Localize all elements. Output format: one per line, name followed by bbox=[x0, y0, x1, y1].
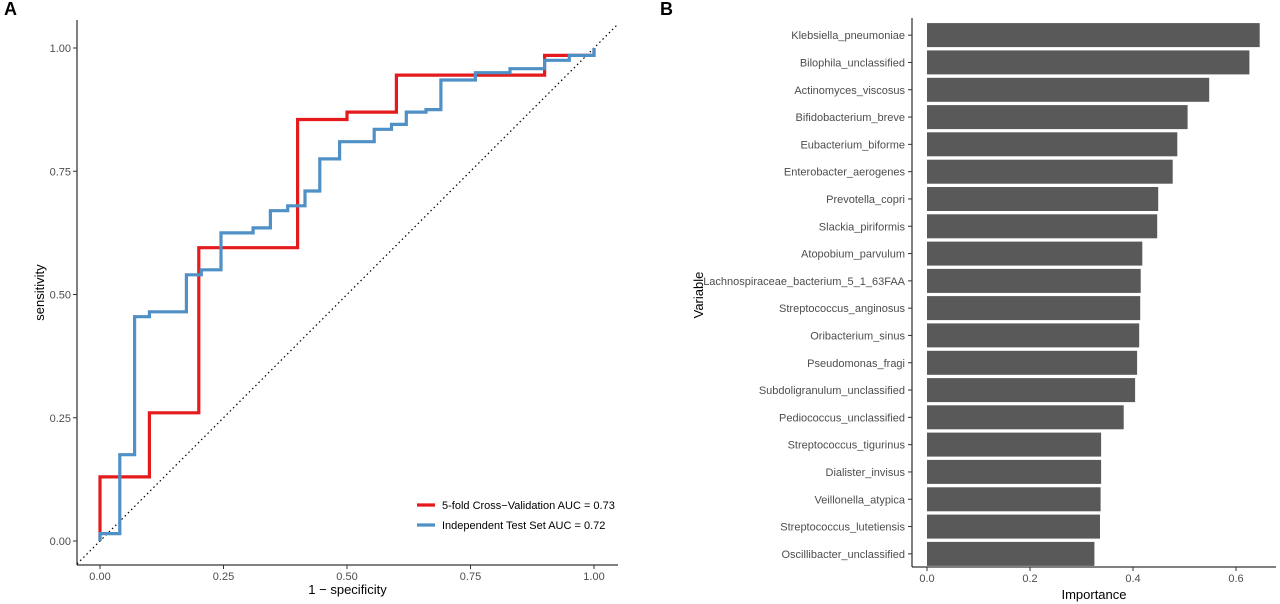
importance-bars bbox=[927, 23, 1260, 566]
importance-bar bbox=[927, 159, 1173, 184]
roc-y-tick-label: 0.00 bbox=[50, 536, 71, 548]
roc-x-tick-label: 1.00 bbox=[583, 571, 604, 583]
legend-label-1: 5-fold Cross−Validation AUC = 0.73 bbox=[442, 500, 615, 512]
importance-variable-label: Streptococcus_lutetiensis bbox=[780, 522, 905, 534]
roc-series-line-2 bbox=[98, 48, 596, 541]
importance-variable-label: Bifidobacterium_breve bbox=[796, 112, 905, 124]
importance-variable-label: Lachnospiraceae_bacterium_5_1_63FAA bbox=[703, 276, 905, 288]
roc-x-tick-label: 0.75 bbox=[460, 571, 481, 583]
importance-variable-label: Dialister_invisus bbox=[826, 467, 906, 479]
panel-label-a: A bbox=[4, 0, 17, 19]
importance-variable-label: Streptococcus_tigurinus bbox=[788, 440, 906, 452]
importance-x-tick-label: 0.2 bbox=[1022, 573, 1037, 585]
roc-ticks: 0.00 0.25 0.50 0.75 1.00 0.00 0.25 0.50 0.75 1.00 bbox=[50, 43, 605, 583]
importance-bar bbox=[927, 105, 1188, 130]
roc-y-tick-label: 0.75 bbox=[50, 166, 71, 178]
importance-bar bbox=[927, 459, 1102, 484]
importance-bar bbox=[927, 187, 1159, 211]
importance-variable-label: Pediococcus_unclassified bbox=[779, 412, 905, 424]
importance-variable-label: Enterobacter_aerogenes bbox=[784, 167, 906, 179]
roc-axes bbox=[76, 20, 618, 566]
importance-variable-label: Atopobium_parvulum bbox=[801, 249, 905, 261]
roc-chart: 0.00 0.25 0.50 0.75 1.00 0.00 0.25 0.50 0.75 1.00… bbox=[32, 20, 619, 597]
roc-series bbox=[98, 48, 596, 541]
importance-bar bbox=[927, 432, 1102, 457]
importance-variable-label: Klebsiella_pneumoniae bbox=[791, 30, 905, 42]
importance-bar bbox=[927, 214, 1158, 239]
importance-bar bbox=[927, 241, 1143, 266]
panel-label-b: B bbox=[660, 0, 673, 19]
importance-bar bbox=[927, 296, 1141, 321]
importance-bar bbox=[927, 323, 1140, 348]
roc-x-tick-label: 0.25 bbox=[213, 571, 234, 583]
importance-bar bbox=[927, 50, 1250, 75]
roc-y-tick-label: 1.00 bbox=[50, 43, 71, 55]
importance-bar bbox=[927, 405, 1124, 430]
importance-variable-label: Oribacterium_sinus bbox=[810, 330, 905, 342]
importance-x-tick-label: 0.6 bbox=[1228, 573, 1243, 585]
importance-variable-label: Veillonella_atypica bbox=[814, 494, 905, 506]
importance-bar bbox=[927, 378, 1136, 403]
roc-legend: 5-fold Cross−Validation AUC = 0.73 Indepe… bbox=[417, 500, 615, 532]
importance-variable-label: Eubacterium_biforme bbox=[800, 139, 905, 151]
importance-variable-label: Pseudomonas_fragi bbox=[807, 358, 905, 370]
importance-bar bbox=[927, 350, 1138, 375]
importance-variable-label: Oscillibacter_unclassified bbox=[782, 549, 906, 561]
importance-bar bbox=[927, 541, 1095, 566]
legend-label-2: Independent Test Set AUC = 0.72 bbox=[442, 520, 605, 532]
importance-bar bbox=[927, 268, 1141, 293]
importance-variable-labels: Klebsiella_pneumoniae Bilophila_unclassif… bbox=[703, 30, 912, 561]
importance-x-axis-title: Importance bbox=[1061, 587, 1126, 602]
importance-bar bbox=[927, 487, 1101, 512]
importance-variable-label: Prevotella_copri bbox=[826, 194, 905, 206]
importance-variable-label: Bilophila_unclassified bbox=[800, 57, 905, 69]
importance-variable-label: Streptococcus_anginosus bbox=[779, 303, 905, 315]
roc-x-tick-label: 0.50 bbox=[336, 571, 357, 583]
importance-x-tick-label: 0.4 bbox=[1125, 573, 1140, 585]
importance-variable-label: Slackia_piriformis bbox=[819, 221, 906, 233]
importance-axes bbox=[911, 18, 1276, 568]
importance-variable-label: Actinomyces_viscosus bbox=[794, 85, 905, 97]
importance-bar bbox=[927, 514, 1100, 539]
roc-x-axis-title: 1 − specificity bbox=[308, 582, 387, 597]
importance-bar bbox=[927, 23, 1260, 48]
importance-y-axis-title: Variable bbox=[691, 272, 706, 319]
roc-x-tick-label: 0.00 bbox=[89, 571, 110, 583]
importance-x-tick-label: 0.0 bbox=[919, 573, 934, 585]
importance-bar bbox=[927, 77, 1210, 102]
importance-chart: Klebsiella_pneumoniae Bilophila_unclassif… bbox=[691, 18, 1276, 602]
roc-y-axis-title: sensitivity bbox=[32, 264, 47, 321]
importance-ticks: 0.0 0.2 0.4 0.6 bbox=[919, 567, 1244, 585]
roc-y-tick-label: 0.50 bbox=[50, 290, 71, 302]
roc-y-tick-label: 0.25 bbox=[50, 413, 71, 425]
importance-bar bbox=[927, 132, 1178, 157]
roc-reference-diagonal bbox=[76, 23, 619, 565]
importance-variable-label: Subdoligranulum_unclassified bbox=[759, 385, 905, 397]
